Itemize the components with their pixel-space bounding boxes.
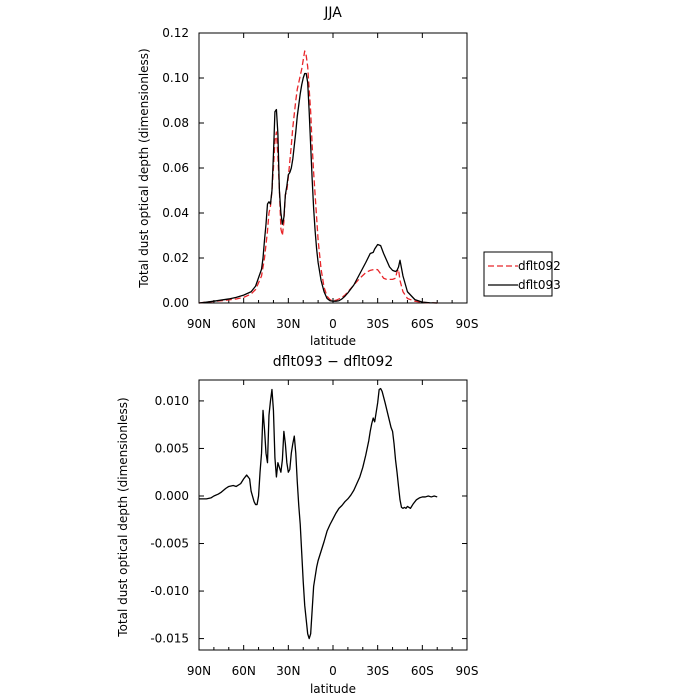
top-chart-series: [198, 50, 438, 304]
bottom-chart-y-tick-labels: -0.015 -0.010 -0.005 0.000 0.005 0.010: [150, 394, 189, 646]
bottom-x-tick-label-90n: 90N: [187, 664, 211, 678]
legend-label-dflt093: dflt093: [518, 278, 561, 292]
top-chart-y-axis-label: Total dust optical depth (dimensionless): [137, 48, 151, 288]
top-series-line-dflt092: [198, 50, 438, 304]
bottom-x-tick-label-0: 0: [329, 664, 337, 678]
top-x-tick-label-60n: 60N: [232, 317, 256, 331]
top-x-tick-label-60s: 60S: [411, 317, 434, 331]
bottom-x-tick-label-90s: 90S: [456, 664, 479, 678]
bottom-chart-panel: dflt093 − dflt092 90N 60N 30N 0 30S 60S …: [116, 354, 478, 696]
top-chart-panel: JJA 90N 60N 30N 0 30S 60S 90S 0.00 0.02 …: [137, 5, 561, 348]
bottom-y-tick-label-2: -0.005: [150, 537, 189, 551]
bottom-chart-series: [199, 387, 438, 640]
top-chart-title: JJA: [323, 5, 342, 21]
bottom-chart-x-tick-labels: 90N 60N 30N 0 30S 60S 90S: [187, 664, 479, 678]
top-x-tick-label-90n: 90N: [187, 317, 211, 331]
top-chart-ticks: [198, 32, 468, 304]
top-x-tick-label-0: 0: [329, 317, 337, 331]
bottom-chart-ticks: [198, 380, 468, 650]
bottom-y-tick-label-1: -0.010: [150, 584, 189, 598]
bottom-x-tick-label-60n: 60N: [232, 664, 256, 678]
top-y-tick-label-0: 0.00: [162, 296, 189, 310]
bottom-chart-x-axis-label: latitude: [310, 682, 356, 696]
top-chart-legend: dflt092 dflt093: [483, 251, 561, 297]
legend-box: [483, 251, 553, 297]
top-y-tick-label-4: 0.08: [162, 116, 189, 130]
legend-label-dflt092: dflt092: [518, 259, 561, 273]
bottom-x-tick-label-60s: 60S: [411, 664, 434, 678]
top-x-tick-label-90s: 90S: [456, 317, 479, 331]
bottom-x-tick-label-30s: 30S: [366, 664, 389, 678]
bottom-y-tick-label-5: 0.010: [155, 394, 189, 408]
top-chart-x-tick-labels: 90N 60N 30N 0 30S 60S 90S: [187, 317, 479, 331]
top-chart-plot-frame: [198, 32, 468, 304]
top-y-tick-label-5: 0.10: [162, 71, 189, 85]
top-chart-y-tick-labels: 0.00 0.02 0.04 0.06 0.08 0.10 0.12: [162, 26, 189, 310]
bottom-x-tick-label-30n: 30N: [276, 664, 300, 678]
bottom-chart-plot-frame: [198, 379, 468, 651]
bottom-chart-title: dflt093 − dflt092: [273, 354, 393, 370]
bottom-y-tick-label-3: 0.000: [155, 489, 189, 503]
bottom-y-tick-label-4: 0.005: [155, 442, 189, 456]
bottom-chart-y-axis-label: Total dust optical depth (dimensionless): [116, 397, 130, 637]
bottom-y-tick-label-0: -0.015: [150, 632, 189, 646]
top-series-line-dflt093: [198, 72, 438, 304]
top-y-tick-label-2: 0.04: [162, 206, 189, 220]
top-x-tick-label-30n: 30N: [276, 317, 300, 331]
top-chart-x-axis-label: latitude: [310, 334, 356, 348]
top-y-tick-label-6: 0.12: [162, 26, 189, 40]
bottom-series-line-difference: [199, 387, 438, 640]
top-x-tick-label-30s: 30S: [366, 317, 389, 331]
top-y-tick-label-3: 0.06: [162, 161, 189, 175]
top-y-tick-label-1: 0.02: [162, 251, 189, 265]
